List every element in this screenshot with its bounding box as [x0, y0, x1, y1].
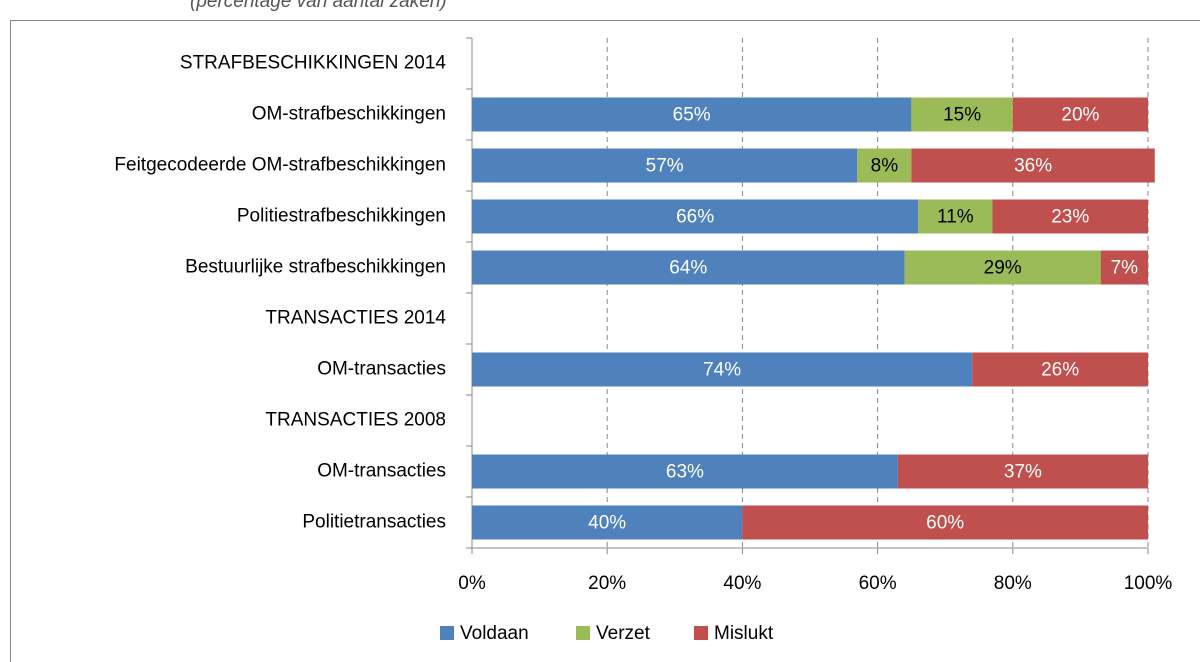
data-label: 74% [703, 360, 741, 381]
bar-segment [992, 199, 1148, 234]
y-tick-label: STRAFBESCHIKKINGEN 2014 [180, 53, 447, 74]
y-tick-label: TRANSACTIES 2014 [265, 308, 446, 329]
data-label: 20% [1061, 105, 1099, 126]
bar-segment [742, 505, 1148, 540]
bar-segment [472, 250, 905, 285]
y-tick-label: Politiestrafbeschikkingen [237, 206, 446, 227]
bar-segment [911, 97, 1013, 132]
data-label: 60% [926, 513, 964, 534]
bar-segment [857, 148, 912, 183]
bar-segment [472, 352, 973, 387]
x-tick-label: 0% [458, 573, 486, 594]
data-label: 64% [669, 258, 707, 279]
legend-label: Voldaan [460, 623, 529, 644]
data-label: 65% [673, 105, 711, 126]
x-tick-label: 60% [859, 573, 897, 594]
bar-segment [918, 199, 993, 234]
chart-subtitle: (percentage van aantal zaken) [190, 0, 447, 12]
y-tick-label: TRANSACTIES 2008 [265, 410, 446, 431]
y-tick-label: OM-transacties [317, 461, 446, 482]
y-tick-label: OM-strafbeschikkingen [252, 104, 446, 125]
bar-segment [904, 250, 1101, 285]
x-tick-label: 20% [588, 573, 626, 594]
data-label: 29% [984, 258, 1022, 279]
bar-segment [472, 97, 912, 132]
bar-segment [1012, 97, 1148, 132]
data-label: 8% [871, 156, 899, 177]
bar-segment [1100, 250, 1148, 285]
data-label: 15% [943, 105, 981, 126]
y-tick-label: Politietransacties [302, 512, 446, 533]
data-label: 66% [676, 207, 714, 228]
data-label: 57% [646, 156, 684, 177]
y-tick-label: OM-transacties [317, 359, 446, 380]
data-label: 37% [1004, 462, 1042, 483]
data-label: 11% [937, 207, 974, 228]
x-tick-label: 80% [994, 573, 1032, 594]
data-label: 63% [666, 462, 704, 483]
x-tick-label: 40% [723, 573, 761, 594]
legend-swatch [694, 626, 708, 640]
bar-segment [897, 454, 1148, 489]
data-label: 23% [1051, 207, 1089, 228]
data-label: 26% [1041, 360, 1079, 381]
bar-segment [911, 148, 1155, 183]
legend-label: Mislukt [714, 623, 774, 644]
bar-segment [472, 199, 919, 234]
legend-label: Verzet [596, 623, 651, 644]
bar-segment [972, 352, 1148, 387]
x-tick-label: 100% [1124, 573, 1173, 594]
data-label: 36% [1014, 156, 1052, 177]
legend-swatch [576, 626, 590, 640]
bar-segment [472, 148, 858, 183]
legend-swatch [440, 626, 454, 640]
bar-segment [472, 505, 743, 540]
data-label: 40% [588, 513, 626, 534]
bar-segment [472, 454, 898, 489]
y-tick-label: Bestuurlijke strafbeschikkingen [185, 257, 446, 278]
data-label: 7% [1111, 258, 1139, 279]
y-tick-label: Feitgecodeerde OM-strafbeschikkingen [114, 155, 446, 176]
